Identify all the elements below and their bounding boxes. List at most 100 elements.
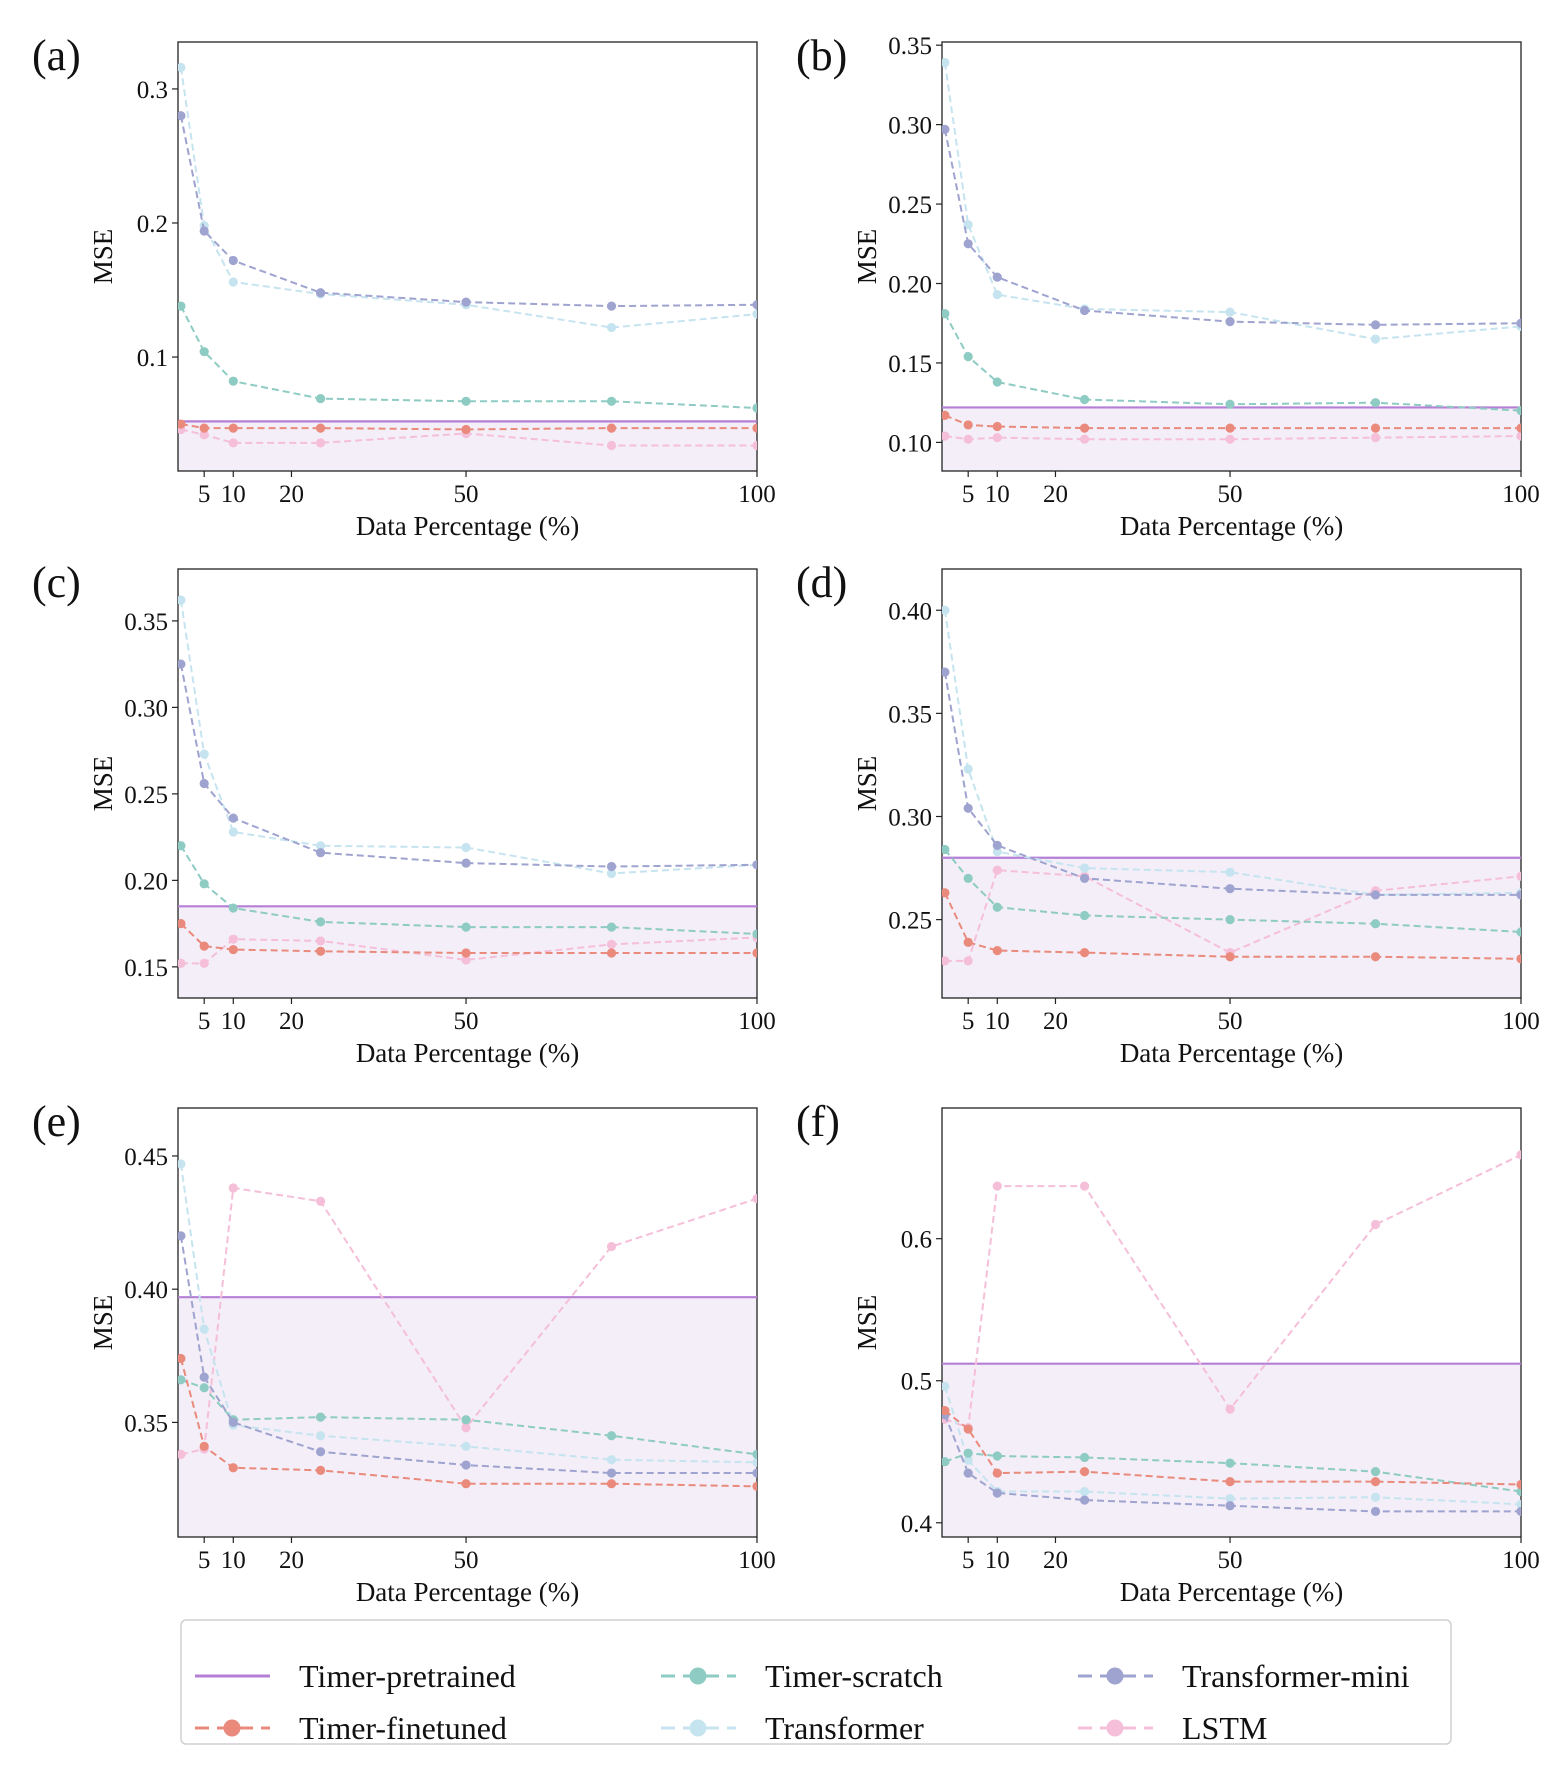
plot-content	[178, 1159, 757, 1491]
data-point-transformer	[752, 1457, 757, 1467]
data-point-timer-scratch	[752, 1449, 757, 1459]
data-point-lstm	[606, 440, 617, 451]
y-axis-label: MSE	[852, 229, 882, 285]
data-point-timer-finetuned	[1079, 1467, 1090, 1477]
data-point-timer-finetuned	[1370, 952, 1381, 962]
data-point-lstm	[963, 956, 973, 966]
data-point-timer-scratch	[942, 1457, 950, 1467]
data-point-transformer	[1225, 1494, 1235, 1504]
data-point-lstm	[1516, 871, 1521, 881]
data-point-transformer	[1225, 867, 1235, 877]
data-point-timer-finetuned	[315, 1465, 326, 1475]
data-point-transformer-mini	[606, 301, 617, 311]
data-point-timer-finetuned	[1516, 1479, 1521, 1490]
data-point-timer-finetuned	[992, 945, 1002, 956]
data-point-timer-finetuned	[963, 937, 973, 947]
y-tick-label: 0.25	[888, 192, 932, 219]
data-point-transformer-mini	[1079, 873, 1090, 883]
pretrained-shade	[942, 857, 1521, 998]
data-point-timer-scratch	[199, 879, 209, 889]
data-point-lstm	[992, 1181, 1002, 1191]
legend-marker	[1106, 1719, 1124, 1737]
x-tick-label: 50	[1218, 481, 1243, 508]
series-line-transformer-mini	[943, 129, 1521, 326]
data-point-transformer	[228, 277, 238, 287]
data-point-timer-scratch	[461, 396, 471, 406]
y-tick-label: 0.15	[888, 351, 932, 378]
plot-frame	[177, 41, 758, 472]
data-point-transformer-mini	[315, 288, 326, 298]
data-point-lstm	[1079, 1181, 1090, 1191]
data-point-transformer	[606, 1455, 617, 1465]
legend-label: Transformer	[765, 1710, 924, 1746]
data-point-lstm	[752, 1193, 757, 1204]
panel-label: (d)	[796, 558, 847, 607]
data-point-transformer-mini	[606, 861, 617, 872]
data-point-timer-scratch	[1225, 399, 1235, 409]
data-point-timer-finetuned	[461, 424, 471, 435]
plot-content	[942, 1150, 1521, 1517]
x-axis-label: Data Percentage (%)	[356, 1577, 579, 1607]
y-tick-label: 0.20	[124, 868, 168, 895]
legend-item-lstm: LSTM	[1078, 1710, 1267, 1746]
y-axis-label: MSE	[852, 756, 882, 812]
data-point-timer-finetuned	[178, 419, 186, 429]
data-point-transformer	[228, 827, 238, 837]
data-point-transformer	[178, 62, 186, 73]
y-tick-label: 0.30	[888, 805, 932, 832]
x-tick-label: 50	[1218, 1008, 1243, 1035]
data-point-timer-scratch	[461, 1415, 471, 1425]
data-point-lstm	[199, 430, 209, 440]
data-point-timer-finetuned	[963, 1424, 973, 1434]
data-point-transformer-mini	[963, 239, 973, 249]
plot-content	[942, 58, 1521, 444]
legend-item-timer-finetuned: Timer-finetuned	[195, 1710, 507, 1746]
data-point-timer-finetuned	[315, 423, 326, 433]
data-point-timer-scratch	[992, 1451, 1002, 1461]
data-point-transformer-mini	[752, 1468, 757, 1478]
data-point-timer-scratch	[1516, 927, 1521, 937]
data-point-transformer	[1079, 863, 1090, 873]
data-point-transformer	[315, 1431, 326, 1441]
plot-frame	[177, 1107, 758, 1538]
x-tick-label: 100	[738, 1547, 776, 1574]
data-point-transformer-mini	[199, 226, 209, 236]
data-point-transformer	[752, 309, 757, 319]
chart-panel-3: 5 10 20 50 100 0.15 0.20 0.25 0.30 0.35 Data Perce…	[32, 558, 776, 1068]
plot-frame	[941, 568, 1522, 999]
data-point-timer-scratch	[199, 1383, 209, 1393]
data-point-timer-finetuned	[606, 1479, 617, 1489]
data-point-timer-scratch	[752, 929, 757, 939]
data-point-transformer-mini	[178, 659, 186, 669]
data-point-transformer-mini	[963, 1468, 973, 1478]
x-tick-label: 20	[1043, 1008, 1068, 1035]
data-point-transformer	[178, 1159, 186, 1169]
data-point-lstm	[752, 440, 757, 451]
x-axis-label: Data Percentage (%)	[1120, 1038, 1343, 1068]
y-tick-label: 0.35	[888, 701, 932, 728]
legend-marker	[223, 1719, 241, 1737]
x-axis-label: Data Percentage (%)	[1120, 1577, 1343, 1607]
legend-label: Timer-scratch	[765, 1658, 943, 1694]
data-point-lstm	[1225, 1404, 1235, 1414]
data-point-timer-scratch	[1370, 1467, 1381, 1477]
data-point-timer-scratch	[178, 301, 186, 311]
x-tick-label: 5	[962, 1008, 975, 1035]
data-point-timer-scratch	[315, 917, 326, 927]
data-point-transformer-mini	[1225, 1501, 1235, 1511]
data-point-transformer	[963, 1455, 973, 1465]
plot-content	[178, 595, 757, 969]
y-axis-label: MSE	[88, 756, 118, 812]
data-point-timer-finetuned	[199, 1441, 209, 1452]
data-point-transformer	[963, 220, 973, 230]
data-point-transformer-mini	[1370, 1506, 1381, 1517]
y-tick-label: 0.25	[888, 908, 932, 935]
y-tick-label: 0.5	[901, 1369, 932, 1396]
x-tick-label: 10	[221, 1547, 246, 1574]
data-point-timer-scratch	[1516, 406, 1521, 416]
data-point-transformer-mini	[752, 300, 757, 310]
series-line-transformer-mini	[179, 663, 757, 868]
data-point-timer-scratch	[606, 1431, 617, 1441]
data-point-transformer	[178, 595, 186, 605]
